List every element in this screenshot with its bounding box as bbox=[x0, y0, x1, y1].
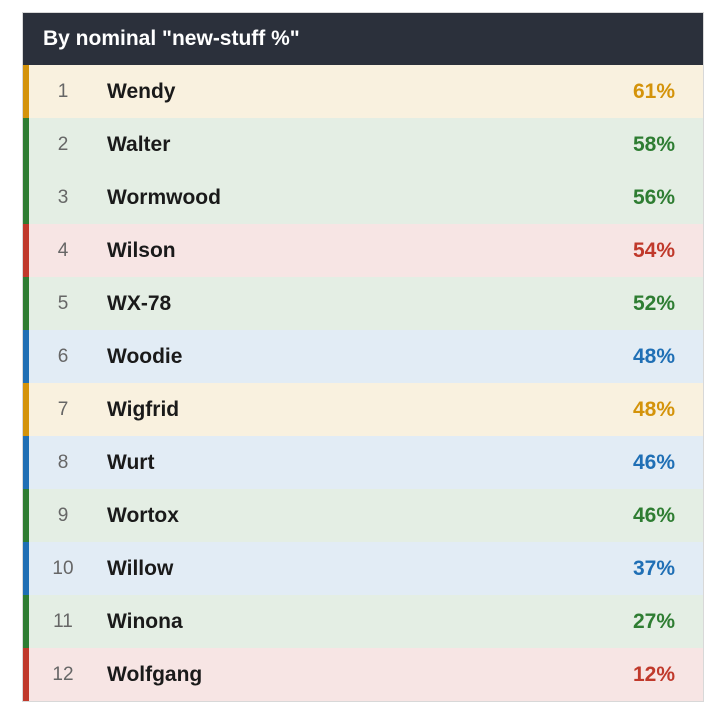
table-row: 12 Wolfgang 12% bbox=[23, 648, 703, 701]
rank: 5 bbox=[57, 293, 69, 314]
table-row: 1 Wendy 61% bbox=[23, 65, 703, 118]
character-name: Wendy bbox=[107, 80, 176, 103]
row-background bbox=[29, 595, 703, 648]
character-name: Willow bbox=[107, 557, 174, 580]
percentage: 27% bbox=[632, 610, 675, 633]
row-background bbox=[29, 224, 703, 277]
percentage: 54% bbox=[632, 239, 675, 262]
row-background bbox=[29, 118, 703, 171]
percentage: 46% bbox=[632, 504, 675, 527]
row-background bbox=[29, 648, 703, 701]
table-row: 3 Wormwood 56% bbox=[23, 171, 703, 224]
rank: 2 bbox=[57, 134, 69, 155]
rank: 12 bbox=[52, 664, 74, 685]
table-row: 2 Walter 58% bbox=[23, 118, 703, 171]
row-background bbox=[29, 383, 703, 436]
ranking-table: By nominal "new-stuff %" 1 Wendy 61% 2 Walte… bbox=[22, 12, 704, 702]
table-title: By nominal "new-stuff %" bbox=[23, 13, 703, 65]
rank: 6 bbox=[57, 346, 69, 367]
row-background bbox=[29, 171, 703, 224]
table-row: 6 Woodie 48% bbox=[23, 330, 703, 383]
row-background bbox=[29, 542, 703, 595]
table-row: 4 Wilson 54% bbox=[23, 224, 703, 277]
rank: 11 bbox=[53, 611, 73, 632]
row-background bbox=[29, 277, 703, 330]
character-name: Wortox bbox=[107, 504, 179, 527]
percentage: 12% bbox=[632, 663, 675, 686]
rank: 9 bbox=[57, 505, 69, 526]
table-row: 8 Wurt 46% bbox=[23, 436, 703, 489]
percentage: 46% bbox=[632, 451, 675, 474]
character-name: Wilson bbox=[107, 239, 176, 262]
table-row: 9 Wortox 46% bbox=[23, 489, 703, 542]
table-row: 10 Willow 37% bbox=[23, 542, 703, 595]
table-row: 11 Winona 27% bbox=[23, 595, 703, 648]
table-row: 5 WX-78 52% bbox=[23, 277, 703, 330]
rank: 3 bbox=[57, 187, 69, 208]
percentage: 61% bbox=[632, 80, 675, 103]
percentage: 58% bbox=[632, 133, 675, 156]
row-background bbox=[29, 436, 703, 489]
character-name: Wigfrid bbox=[107, 398, 180, 421]
percentage: 48% bbox=[632, 345, 675, 368]
character-name: Winona bbox=[107, 610, 183, 633]
rank: 8 bbox=[57, 452, 69, 473]
row-background bbox=[29, 489, 703, 542]
rank: 4 bbox=[57, 240, 69, 261]
rows: 1 Wendy 61% 2 Walter 58% 3 Wormwood 56% 4 Wilson 54… bbox=[23, 65, 703, 701]
character-name: Wurt bbox=[107, 451, 155, 474]
row-background bbox=[29, 65, 703, 118]
rank: 10 bbox=[52, 558, 74, 579]
row-background bbox=[29, 330, 703, 383]
percentage: 48% bbox=[632, 398, 675, 421]
character-name: Wormwood bbox=[107, 186, 221, 209]
character-name: Walter bbox=[107, 133, 171, 156]
character-name: Wolfgang bbox=[107, 663, 203, 686]
rank: 1 bbox=[57, 81, 69, 102]
table-row: 7 Wigfrid 48% bbox=[23, 383, 703, 436]
percentage: 56% bbox=[632, 186, 675, 209]
percentage: 37% bbox=[632, 557, 675, 580]
character-name: WX-78 bbox=[107, 292, 172, 315]
percentage: 52% bbox=[632, 292, 675, 315]
rank: 7 bbox=[57, 399, 69, 420]
character-name: Woodie bbox=[107, 345, 183, 368]
